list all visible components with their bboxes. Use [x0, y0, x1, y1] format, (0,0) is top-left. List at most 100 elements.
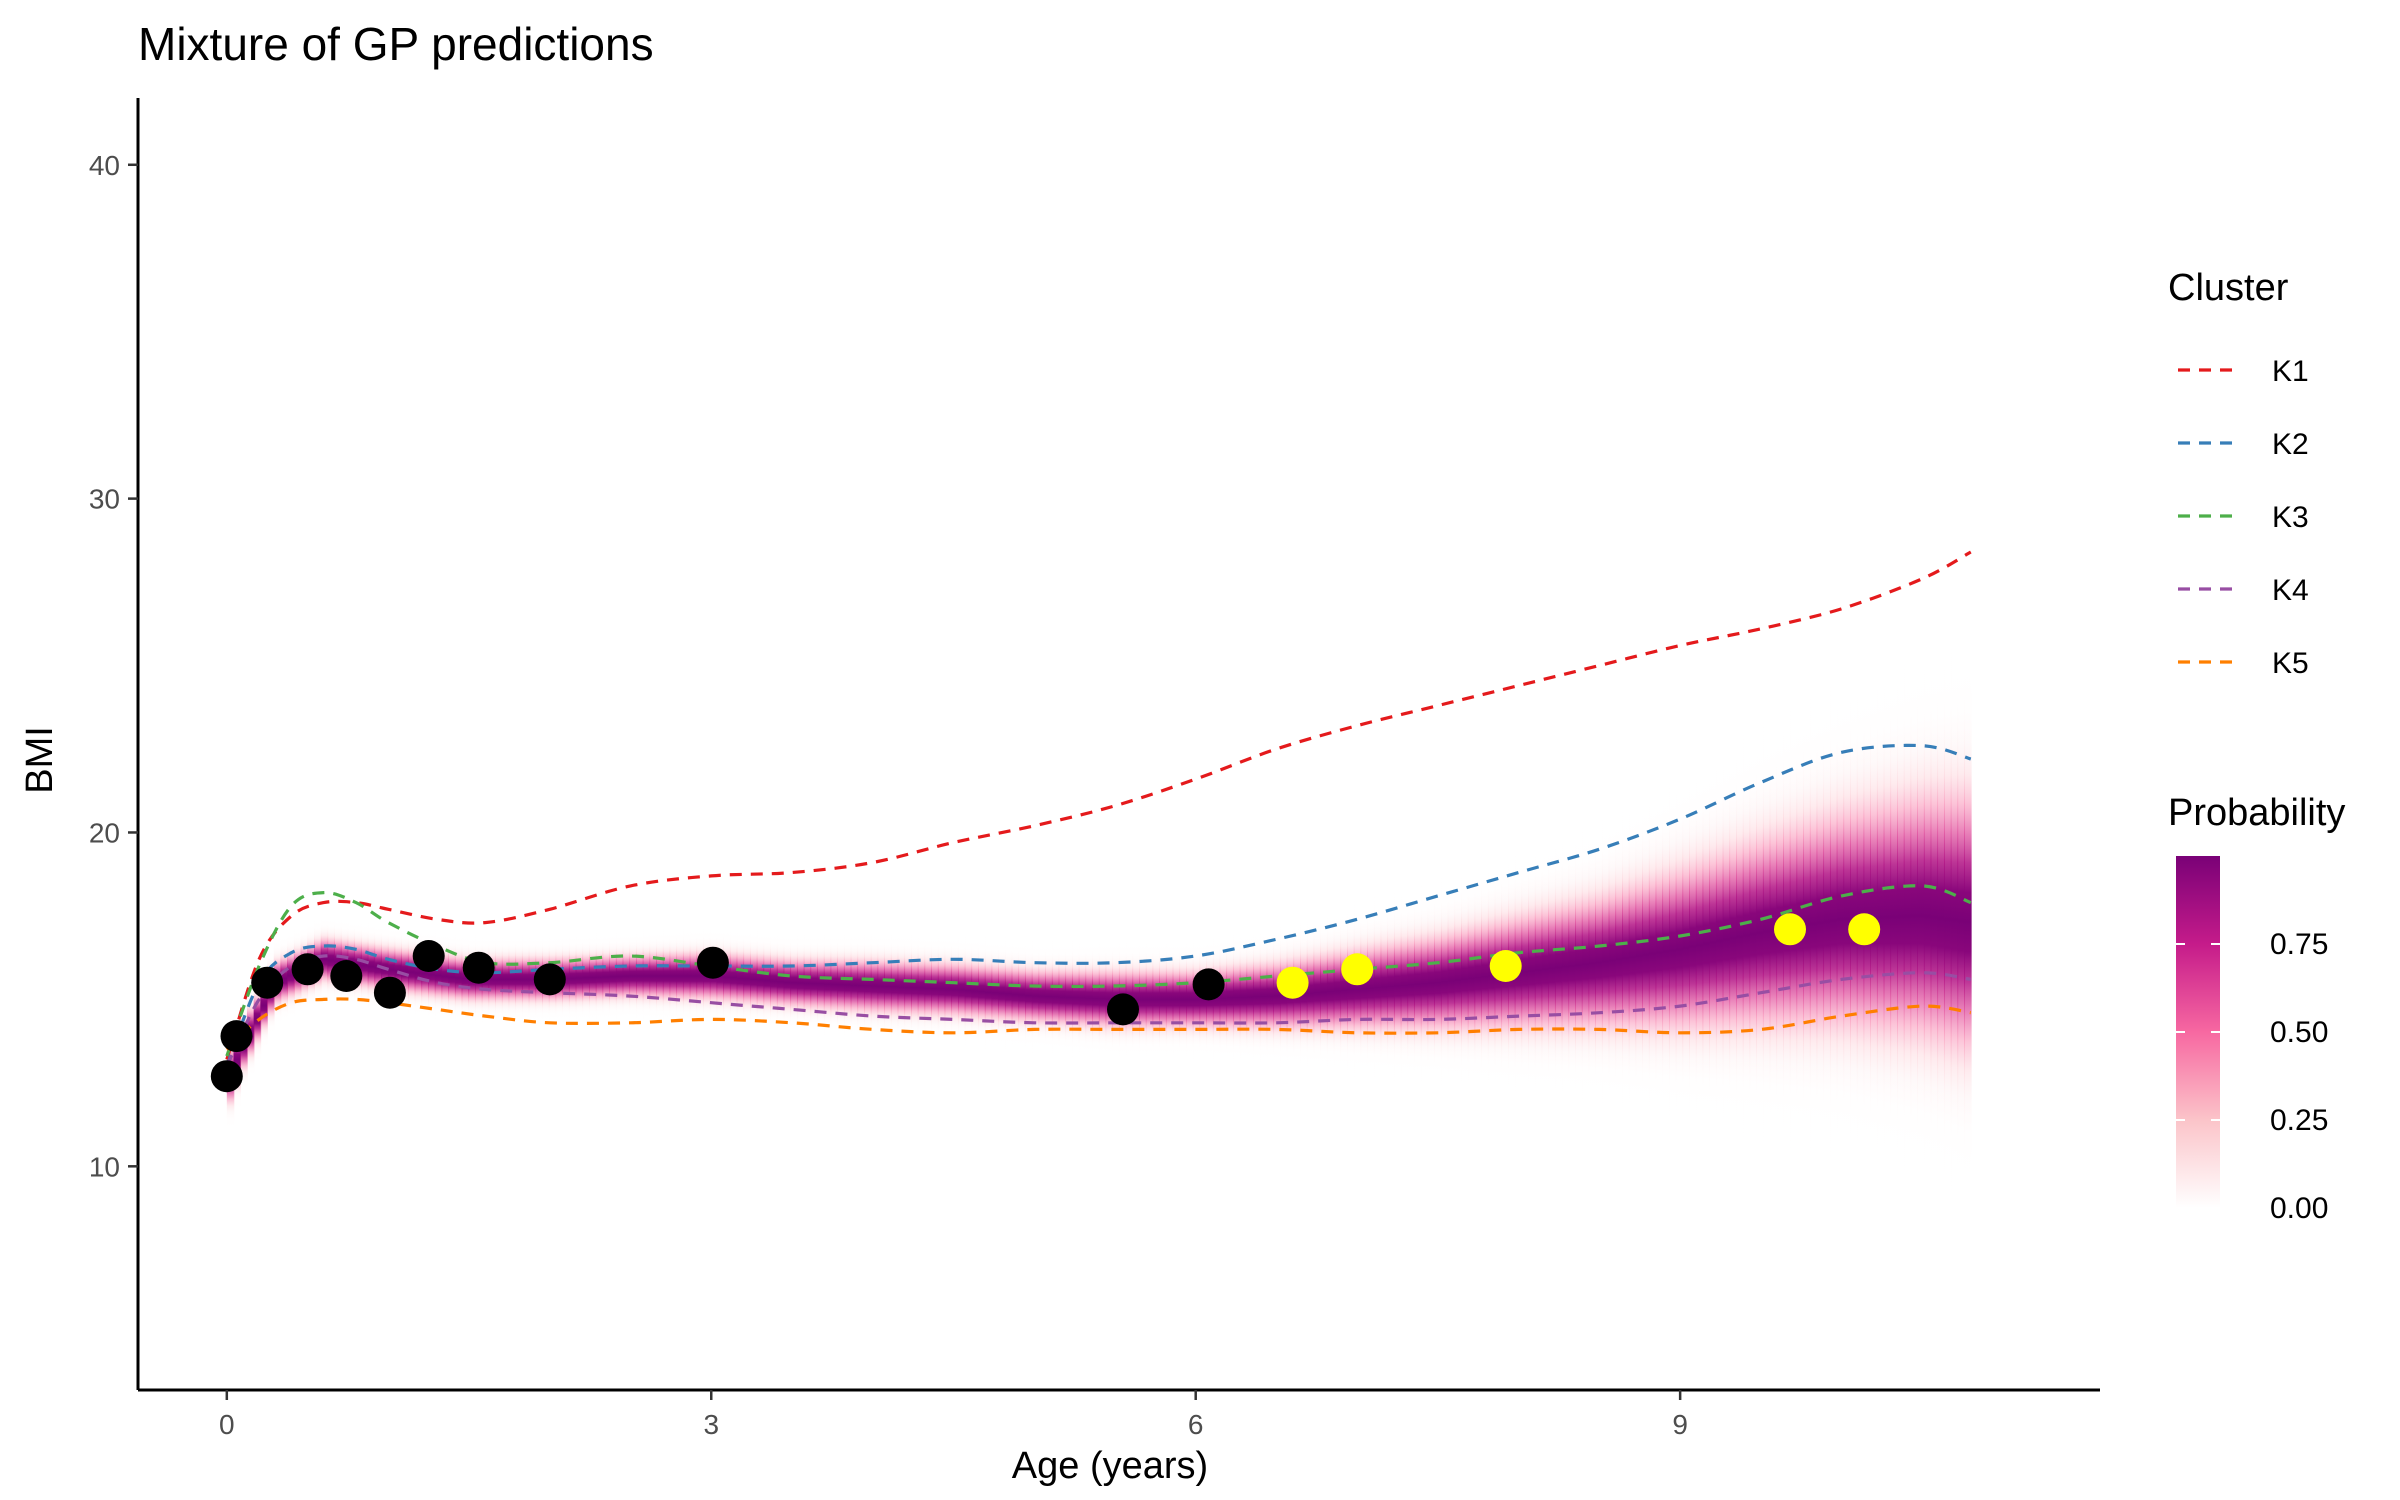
- probability-band-slice: [334, 913, 342, 1010]
- probability-band-slice: [911, 929, 919, 1047]
- probability-band-slice: [1360, 896, 1368, 1081]
- probability-band-slice: [756, 926, 765, 1034]
- y-tick-label: 10: [89, 1151, 120, 1182]
- probability-band-slice: [407, 924, 416, 1021]
- observed-point: [462, 951, 495, 984]
- probability-band-slice: [998, 934, 1006, 1053]
- probability-band-slice: [1762, 715, 1771, 1148]
- probability-band-slice: [454, 929, 463, 1027]
- probability-band-slice: [1635, 790, 1643, 1122]
- x-axis-title: Age (years): [1012, 1445, 1208, 1487]
- probability-band-slice: [1823, 682, 1831, 1162]
- probability-band-slice: [1340, 902, 1348, 1079]
- observed-point: [1192, 968, 1225, 1001]
- probability-band-slice: [1528, 839, 1536, 1103]
- probability-band-slice: [931, 929, 939, 1048]
- probability-band-slice: [1809, 689, 1818, 1159]
- probability-band-slice: [602, 928, 610, 1026]
- probability-band-slice: [1964, 624, 1972, 1220]
- probability-band-slice: [729, 924, 738, 1032]
- probability-band-slice: [1628, 794, 1637, 1120]
- predicted-point: [1341, 953, 1374, 986]
- probability-band-slice: [1729, 735, 1737, 1141]
- probability-band-slice: [1058, 936, 1067, 1058]
- probability-band-slice: [1434, 875, 1442, 1090]
- axes: 0 3 6 9 10 20 30 40: [89, 98, 2100, 1440]
- probability-band-slice: [280, 930, 288, 1027]
- probability-band-slice: [1816, 685, 1825, 1160]
- probability-band-slice: [1836, 674, 1845, 1165]
- probability-band-slice: [1078, 936, 1087, 1060]
- probability-band-slice: [1675, 768, 1684, 1131]
- probability-band-slice: [864, 927, 872, 1045]
- probability-band-slice: [1313, 909, 1321, 1076]
- probability-band-slice: [448, 929, 456, 1026]
- probability-band-slice: [1521, 842, 1529, 1102]
- probability-band-slice: [508, 931, 517, 1028]
- probability-band-slice: [1071, 936, 1080, 1060]
- probability-band-slice: [367, 918, 376, 1015]
- probability-band-slice: [1400, 885, 1409, 1086]
- colorbar-tick-label: 0.25: [2270, 1104, 2328, 1137]
- probability-band-slice: [528, 931, 537, 1028]
- probability-band-slice: [1454, 868, 1462, 1093]
- probability-band-slice: [1145, 935, 1154, 1064]
- probability-band-slice: [1642, 787, 1650, 1123]
- probability-band-slice: [884, 927, 892, 1046]
- observed-point: [412, 940, 445, 972]
- probability-band-slice: [1004, 935, 1013, 1053]
- probability-band-slice: [1601, 809, 1610, 1114]
- probability-band-slice: [817, 928, 825, 1040]
- probability-band-slice: [843, 927, 852, 1043]
- probability-band-slice: [622, 928, 631, 1025]
- probability-band-slice: [978, 932, 986, 1051]
- probability-band-slice: [360, 917, 369, 1014]
- probability-band-slice: [1689, 760, 1697, 1134]
- observed-point: [533, 963, 566, 996]
- probability-band-slice: [488, 931, 496, 1028]
- probability-band-slice: [1232, 928, 1241, 1068]
- probability-band-slice: [1273, 921, 1281, 1071]
- probability-band-slice: [1212, 931, 1221, 1066]
- probability-band-slice: [1561, 826, 1570, 1108]
- probability-band-slice: [1172, 935, 1181, 1064]
- observed-point: [696, 946, 729, 979]
- probability-band-slice: [521, 931, 530, 1028]
- probability-band-slice: [890, 928, 899, 1046]
- probability-band-slice: [1219, 930, 1228, 1066]
- probability-band-slice: [1427, 877, 1435, 1089]
- probability-band-slice: [1373, 892, 1382, 1083]
- probability-band-slice: [1622, 798, 1630, 1119]
- colorbar-tick-label: 0.50: [2270, 1016, 2328, 1049]
- series-line-k4: [225, 954, 1972, 1067]
- probability-band-slice: [1353, 898, 1362, 1081]
- probability-band-slice: [1581, 818, 1590, 1111]
- probability-band-slice: [629, 927, 637, 1025]
- probability-band-slice: [1487, 855, 1496, 1098]
- probability-band-slice: [1930, 634, 1939, 1201]
- probability-band-slice: [1387, 889, 1395, 1085]
- y-tick-label: 30: [89, 484, 120, 515]
- probability-band-slice: [434, 927, 443, 1024]
- probability-band-slice: [1910, 641, 1918, 1191]
- probability-band-slice: [1259, 923, 1268, 1070]
- probability-band-slice: [1655, 779, 1664, 1127]
- probability-band-slice: [957, 931, 966, 1049]
- probability-band-slice: [1923, 636, 1932, 1197]
- probability-band-slice: [1226, 929, 1234, 1067]
- probability-band-slice: [656, 926, 664, 1027]
- probability-band-slice: [1575, 821, 1583, 1110]
- probability-band-slice: [1367, 894, 1375, 1082]
- probability-band-slice: [589, 929, 597, 1026]
- probability-band-slice: [562, 930, 570, 1027]
- probability-band-slice: [1917, 638, 1925, 1194]
- probability-band-slice: [1407, 883, 1415, 1087]
- probability-band-slice: [1702, 752, 1711, 1136]
- probability-band-slice: [1347, 900, 1355, 1080]
- probability-band-slice: [1152, 935, 1160, 1064]
- probability-band-slice: [428, 926, 436, 1023]
- probability-band-slice: [1662, 775, 1670, 1128]
- probability-band-slice: [1541, 834, 1550, 1105]
- predicted-point: [1276, 966, 1309, 999]
- probability-band-slice: [441, 928, 449, 1025]
